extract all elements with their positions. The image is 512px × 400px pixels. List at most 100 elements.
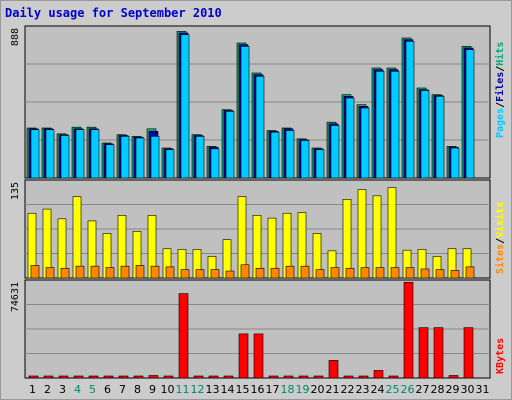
sites-bar [225, 270, 235, 279]
visits-bar [372, 195, 382, 279]
pages-bar [360, 107, 370, 179]
sites-bar [300, 265, 310, 279]
kbytes-bar [463, 327, 474, 379]
legend-entry: Files [494, 72, 506, 102]
kbytes-bar [358, 375, 369, 379]
sites-bar [105, 267, 115, 279]
x-tick-label: 19 [296, 383, 310, 396]
sites-bar [150, 265, 160, 279]
sites-bar [75, 265, 85, 279]
pages-bar [255, 76, 265, 179]
pages-bar [420, 90, 430, 179]
x-tick-label: 28 [431, 383, 445, 396]
kbytes-bar [373, 370, 384, 379]
kbytes-bar [253, 333, 264, 379]
sites-bar [210, 269, 220, 279]
pages-bar [135, 137, 145, 179]
x-tick-label: 29 [446, 383, 460, 396]
pages-bar [330, 125, 340, 179]
kbytes-bar [283, 375, 294, 379]
x-tick-label: 12 [191, 383, 205, 396]
pages-bar [375, 71, 385, 179]
pages-bar [165, 149, 175, 179]
sites-bar [120, 265, 130, 279]
sites-bar [360, 267, 370, 279]
pages-bar [405, 41, 415, 179]
kbytes-bar [88, 375, 99, 379]
sites-bar [255, 267, 265, 279]
x-tick-label: 17 [266, 383, 280, 396]
kbytes-bar [43, 375, 54, 379]
kbytes-bar [433, 327, 444, 379]
x-tick-label: 7 [119, 383, 126, 396]
pages-bar [195, 136, 205, 179]
chart-title: Daily usage for September 2010 [5, 6, 222, 20]
x-tick-label: 27 [416, 383, 430, 396]
sites-bar [435, 269, 445, 279]
pages-bar [240, 46, 250, 179]
x-tick-label: 14 [221, 383, 235, 396]
pages-bar [435, 96, 445, 179]
pages-bar [450, 147, 460, 179]
panel1-legend: Pages/Files/Hits [494, 42, 506, 138]
visits-bar [357, 189, 367, 279]
kbytes-bar [328, 360, 339, 379]
legend-entry: Hits [494, 42, 506, 66]
sites-bar [270, 267, 280, 279]
x-tick-label: 11 [176, 383, 190, 396]
x-tick-label: 10 [161, 383, 175, 396]
x-tick-label: 8 [134, 383, 141, 396]
pages-bar [105, 144, 115, 179]
panel2-max-label: 135 [10, 182, 21, 200]
pages-bar [225, 111, 235, 179]
panel3-max-label: 74631 [10, 282, 21, 312]
kbytes-bar [268, 375, 279, 379]
sites-bar [390, 267, 400, 279]
x-tick-label: 25 [386, 383, 400, 396]
legend-entry: Sites [494, 244, 506, 274]
pages-bar [90, 129, 100, 179]
pages-bar [30, 129, 40, 179]
legend-entry: / [495, 102, 506, 108]
kbytes-bar [118, 375, 129, 379]
legend-entry: / [495, 66, 506, 72]
kbytes-bar [58, 375, 69, 379]
kbytes-bar [28, 375, 39, 379]
kbytes-bar [208, 375, 219, 379]
pages-bar [300, 140, 310, 179]
visits-bar [387, 187, 397, 279]
panel2-legend: Sites/Visits [494, 202, 506, 274]
x-tick-label: 13 [206, 383, 220, 396]
pages-bar [345, 97, 355, 179]
kbytes-bar [403, 281, 414, 379]
sites-bar [375, 267, 385, 279]
x-tick-label: 6 [104, 383, 111, 396]
pages-bar [120, 136, 130, 179]
sites-bar [195, 269, 205, 279]
sites-bar [135, 265, 145, 279]
sites-bar [90, 265, 100, 279]
sites-bar [60, 267, 70, 279]
x-tick-label: 16 [251, 383, 265, 396]
pages-bar [60, 135, 70, 179]
x-tick-label: 4 [74, 383, 81, 396]
sites-bar [345, 267, 355, 279]
sites-bar [285, 265, 295, 279]
x-tick-label: 5 [89, 383, 96, 396]
x-tick-label: 2 [44, 383, 51, 396]
x-tick-label: 15 [236, 383, 250, 396]
sites-bar [465, 266, 475, 279]
kbytes-bar [388, 375, 399, 379]
pages-bar [210, 148, 220, 179]
pages-bar [45, 129, 55, 179]
x-tick-label: 20 [311, 383, 325, 396]
panel1-max-label: 888 [10, 28, 21, 46]
x-tick-label: 26 [401, 383, 415, 396]
sites-bar [450, 270, 460, 279]
x-tick-label: 22 [341, 383, 355, 396]
kbytes-bar [73, 375, 84, 379]
pages-bar [75, 129, 85, 179]
sites-bar [45, 267, 55, 279]
kbytes-bar [133, 375, 144, 379]
